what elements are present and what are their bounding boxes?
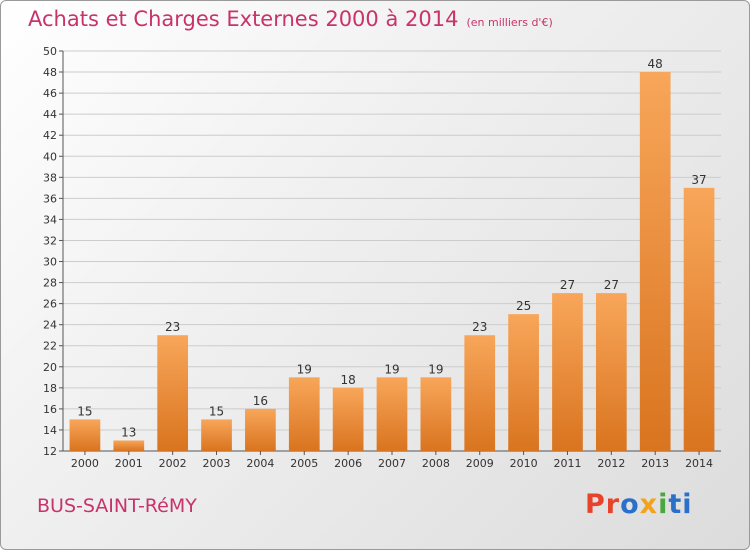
x-tick-label: 2013 xyxy=(641,457,669,470)
bar xyxy=(683,187,715,451)
bar xyxy=(201,419,232,451)
x-tick-label: 2005 xyxy=(290,457,318,470)
y-tick-label: 14 xyxy=(43,424,57,437)
bar-value-label: 48 xyxy=(648,57,663,71)
bar-value-label: 27 xyxy=(604,278,619,292)
y-tick-label: 20 xyxy=(43,361,57,374)
bar xyxy=(376,377,408,451)
y-tick-label: 16 xyxy=(43,403,57,416)
y-tick-label: 12 xyxy=(43,445,57,458)
x-tick-label: 2008 xyxy=(422,457,450,470)
y-tick-label: 18 xyxy=(43,382,57,395)
labels: 12 14 16 18 20 22 24 26 28 30 32 34 36 38 40 42 44 46 48 50… xyxy=(43,45,713,470)
y-tick-label: 48 xyxy=(43,66,57,79)
x-tick-label: 2004 xyxy=(246,457,274,470)
bar-value-label: 37 xyxy=(691,173,706,187)
y-tick-label: 50 xyxy=(43,45,57,58)
y-tick-label: 38 xyxy=(43,171,57,184)
bar-value-label: 15 xyxy=(209,404,224,418)
y-tick-label: 40 xyxy=(43,150,57,163)
bar xyxy=(420,377,452,451)
chart-title: Achats et Charges Externes 2000 à 2014 (e… xyxy=(28,7,553,31)
y-tick-label: 30 xyxy=(43,256,57,269)
logo-part: x xyxy=(639,489,659,520)
y-tick-label: 34 xyxy=(43,213,57,226)
y-tick-label: 26 xyxy=(43,298,57,311)
proxiti-logo: Proxiti xyxy=(585,489,693,520)
y-tick-label: 28 xyxy=(43,277,57,290)
y-tick-label: 24 xyxy=(43,319,57,332)
bar xyxy=(288,377,320,451)
y-tick-label: 36 xyxy=(43,192,57,205)
x-tick-label: 2003 xyxy=(203,457,231,470)
bar xyxy=(639,72,671,451)
x-tick-label: 2011 xyxy=(553,457,581,470)
y-tick-label: 22 xyxy=(43,340,57,353)
bar-value-label: 18 xyxy=(340,373,355,387)
y-tick-label: 32 xyxy=(43,234,57,247)
bar-value-label: 25 xyxy=(516,299,531,313)
chart-title-text: Achats et Charges Externes 2000 à 2014 xyxy=(28,7,459,31)
bar-value-label: 19 xyxy=(297,362,312,376)
chart-subtitle: (en milliers d'€) xyxy=(466,16,553,29)
x-tick-label: 2007 xyxy=(378,457,406,470)
bar-value-label: 23 xyxy=(472,320,487,334)
x-tick-label: 2014 xyxy=(685,457,713,470)
bar-value-label: 27 xyxy=(560,278,575,292)
x-tick-label: 2006 xyxy=(334,457,362,470)
bar-value-label: 19 xyxy=(428,362,443,376)
bar xyxy=(464,335,496,451)
y-tick-label: 42 xyxy=(43,129,57,142)
commune-name: BUS-SAINT-RéMY xyxy=(37,495,197,517)
x-tick-label: 2000 xyxy=(71,457,99,470)
bar-value-label: 15 xyxy=(77,404,92,418)
bar-value-label: 23 xyxy=(165,320,180,334)
x-tick-label: 2012 xyxy=(597,457,625,470)
x-tick-label: 2009 xyxy=(466,457,494,470)
logo-part: i xyxy=(658,489,669,520)
logo-part: o xyxy=(620,489,640,520)
bar-value-label: 19 xyxy=(384,362,399,376)
logo-part: Pr xyxy=(585,489,621,520)
bar xyxy=(113,440,145,451)
bar xyxy=(69,419,101,451)
bar xyxy=(552,293,583,451)
y-tick-label: 44 xyxy=(43,108,57,121)
bar xyxy=(157,335,189,451)
bar xyxy=(245,408,276,451)
bar-value-label: 16 xyxy=(253,394,268,408)
x-tick-label: 2001 xyxy=(115,457,143,470)
x-tick-label: 2010 xyxy=(510,457,538,470)
y-tick-label: 46 xyxy=(43,87,57,100)
bar xyxy=(595,293,627,451)
x-tick-label: 2002 xyxy=(159,457,187,470)
bar xyxy=(508,314,539,451)
bars xyxy=(69,72,715,451)
logo-part: ti xyxy=(668,489,693,520)
bar xyxy=(332,387,364,451)
bar-value-label: 13 xyxy=(121,425,136,439)
